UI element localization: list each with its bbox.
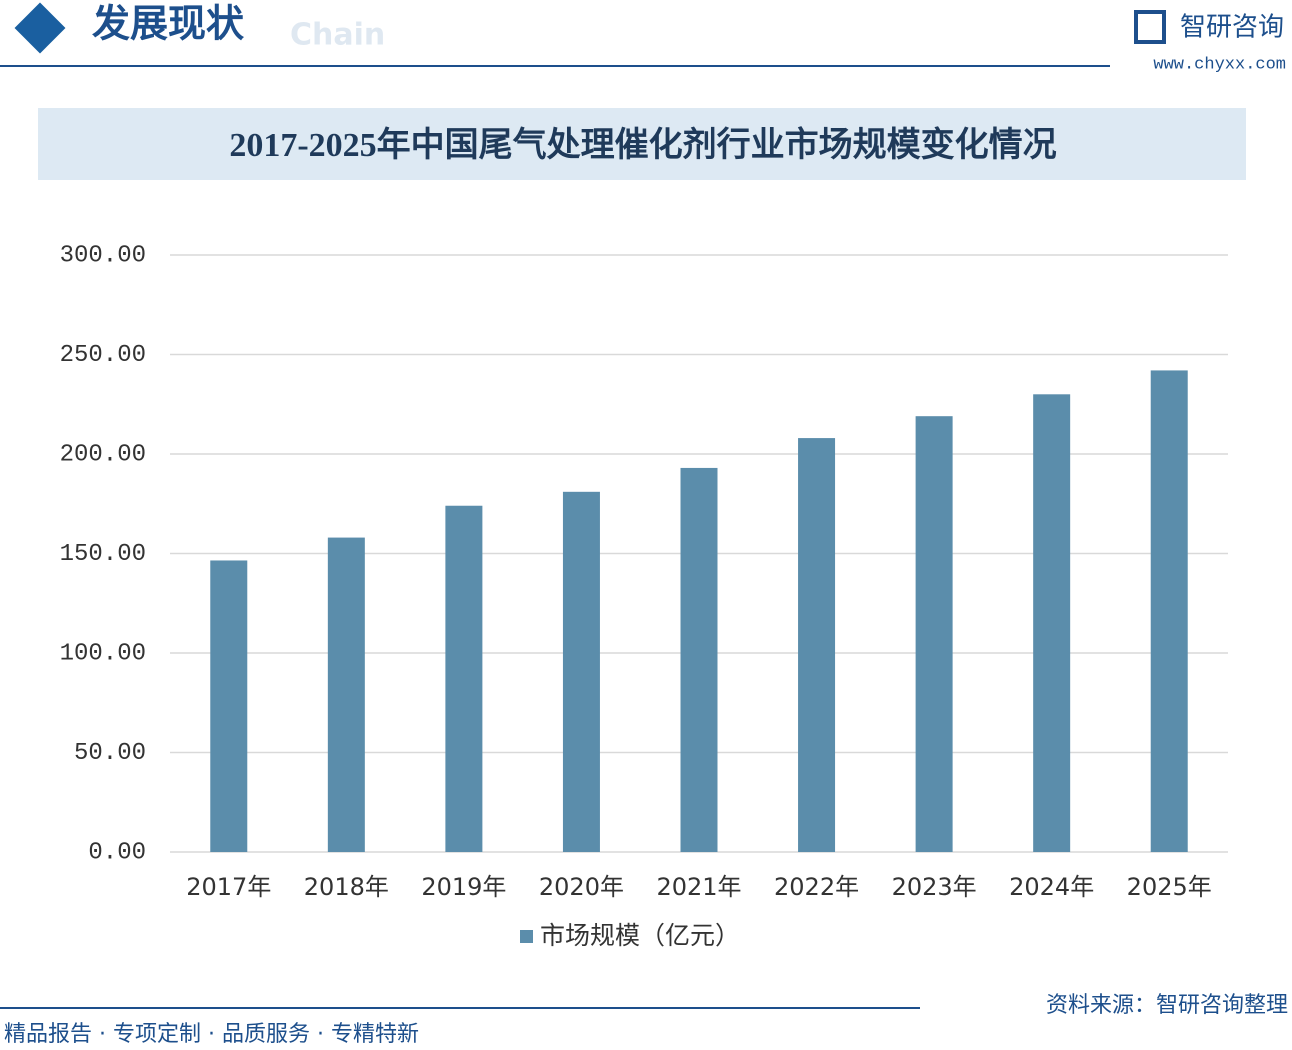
bar <box>1150 370 1188 852</box>
website: www.chyxx.com <box>1153 55 1286 74</box>
x-tick-label: 2019年 <box>421 873 506 901</box>
y-tick-label: 300.00 <box>60 242 146 269</box>
y-tick-label: 250.00 <box>60 342 146 369</box>
header-diamond <box>14 2 66 54</box>
legend-swatch <box>520 930 533 943</box>
y-tick-label: 0.00 <box>88 839 146 866</box>
source-note: 资料来源：智研咨询整理 <box>1046 993 1288 1018</box>
header-watermark: Chain <box>290 18 385 53</box>
bar <box>680 467 718 852</box>
bar <box>915 416 953 852</box>
x-tick-label: 2024年 <box>1009 873 1094 901</box>
x-tick-label: 2020年 <box>539 873 624 901</box>
y-tick-label: 100.00 <box>60 640 146 667</box>
chart-title: 2017-2025年中国尾气处理催化剂行业市场规模变化情况 <box>229 125 1056 164</box>
y-tick-label: 50.00 <box>74 740 146 767</box>
footer-slogan: 精品报告 · 专项定制 · 品质服务 · 专精特新 <box>4 1022 419 1047</box>
y-tick-label: 200.00 <box>60 441 146 468</box>
brand: 智研咨询 <box>1180 13 1284 43</box>
title-banner <box>38 108 1246 180</box>
bar <box>445 505 483 852</box>
y-tick-label: 150.00 <box>60 541 146 568</box>
header-title: 发展现状 <box>92 4 245 46</box>
x-tick-label: 2018年 <box>304 873 389 901</box>
x-tick-label: 2023年 <box>892 873 977 901</box>
x-tick-label: 2021年 <box>656 873 741 901</box>
bar <box>327 537 365 852</box>
bar <box>562 491 600 852</box>
x-tick-label: 2025年 <box>1127 873 1212 901</box>
bar <box>798 438 836 852</box>
legend-label: 市场规模（亿元） <box>540 921 740 950</box>
bar <box>1033 394 1071 852</box>
x-tick-label: 2022年 <box>774 873 859 901</box>
logo-icon <box>1134 10 1166 44</box>
x-tick-label: 2017年 <box>186 873 271 901</box>
bar <box>210 560 248 852</box>
